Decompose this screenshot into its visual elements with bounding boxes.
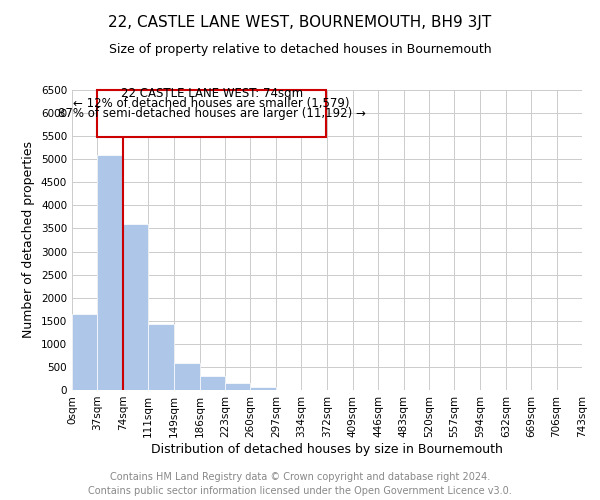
- Bar: [148, 324, 174, 390]
- Text: Contains HM Land Registry data © Crown copyright and database right 2024.: Contains HM Land Registry data © Crown c…: [110, 472, 490, 482]
- Bar: [250, 388, 276, 390]
- Text: 22, CASTLE LANE WEST, BOURNEMOUTH, BH9 3JT: 22, CASTLE LANE WEST, BOURNEMOUTH, BH9 3…: [109, 15, 491, 30]
- Bar: [97, 90, 326, 137]
- Y-axis label: Number of detached properties: Number of detached properties: [22, 142, 35, 338]
- Text: Size of property relative to detached houses in Bournemouth: Size of property relative to detached ho…: [109, 42, 491, 56]
- Bar: [72, 314, 97, 390]
- Text: 22 CASTLE LANE WEST: 74sqm: 22 CASTLE LANE WEST: 74sqm: [121, 86, 303, 100]
- Text: 87% of semi-detached houses are larger (11,192) →: 87% of semi-detached houses are larger (…: [58, 107, 365, 120]
- Bar: [225, 384, 250, 390]
- Bar: [97, 154, 123, 390]
- Bar: [174, 363, 200, 390]
- Bar: [200, 376, 225, 390]
- Text: ← 12% of detached houses are smaller (1,579): ← 12% of detached houses are smaller (1,…: [73, 97, 350, 110]
- X-axis label: Distribution of detached houses by size in Bournemouth: Distribution of detached houses by size …: [151, 442, 503, 456]
- Bar: [123, 224, 148, 390]
- Text: Contains public sector information licensed under the Open Government Licence v3: Contains public sector information licen…: [88, 486, 512, 496]
